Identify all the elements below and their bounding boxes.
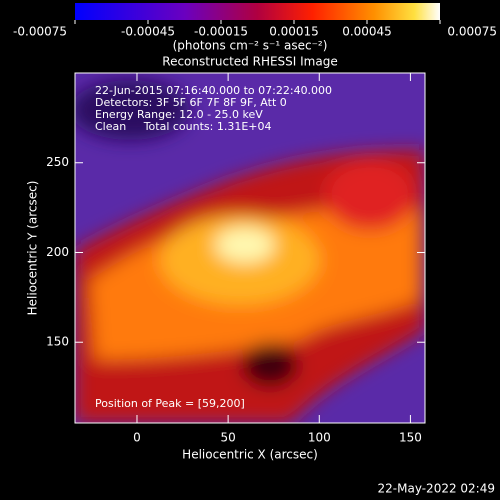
x-tick-label: 100 [308,431,331,445]
annotation: Clean Total counts: 1.31E+04 [95,120,272,133]
y-tick-label: 200 [46,245,69,259]
colorbar-tick-label: 0.00045 [342,25,392,39]
colorbar [75,3,440,20]
annotation: 22-Jun-2015 07:16:40.000 to 07:22:40.000 [95,84,332,97]
x-tick-label: 50 [220,431,235,445]
colorbar-label: (photons cm⁻² s⁻¹ asec⁻²) [173,39,328,53]
y-tick-label: 250 [46,155,69,169]
image [75,73,425,423]
annotation: Detectors: 3F 5F 6F 7F 8F 9F, Att 0 [95,96,287,109]
x-axis-label: Heliocentric X (arcsec) [182,448,318,462]
colorbar-tick-label: -0.00075 [13,25,67,39]
x-tick-label: 0 [133,431,141,445]
colorbar-tick-label: 0.00075 [447,25,497,39]
y-tick-label: 150 [46,335,69,349]
plot-frame [74,72,426,424]
annotation: Energy Range: 12.0 - 25.0 keV [95,108,263,121]
colorbar-tick-label: -0.00015 [194,25,248,39]
y-axis-label: Heliocentric Y (arcsec) [26,181,40,316]
peak-label: Position of Peak = [59,200] [95,397,245,410]
x-tick-label: 150 [399,431,422,445]
timestamp: 22-May-2022 02:49 [378,482,495,496]
chart-title: Reconstructed RHESSI Image [162,55,337,69]
colorbar-tick-label: 0.00015 [269,25,319,39]
colorbar-tick-label: -0.00045 [121,25,175,39]
